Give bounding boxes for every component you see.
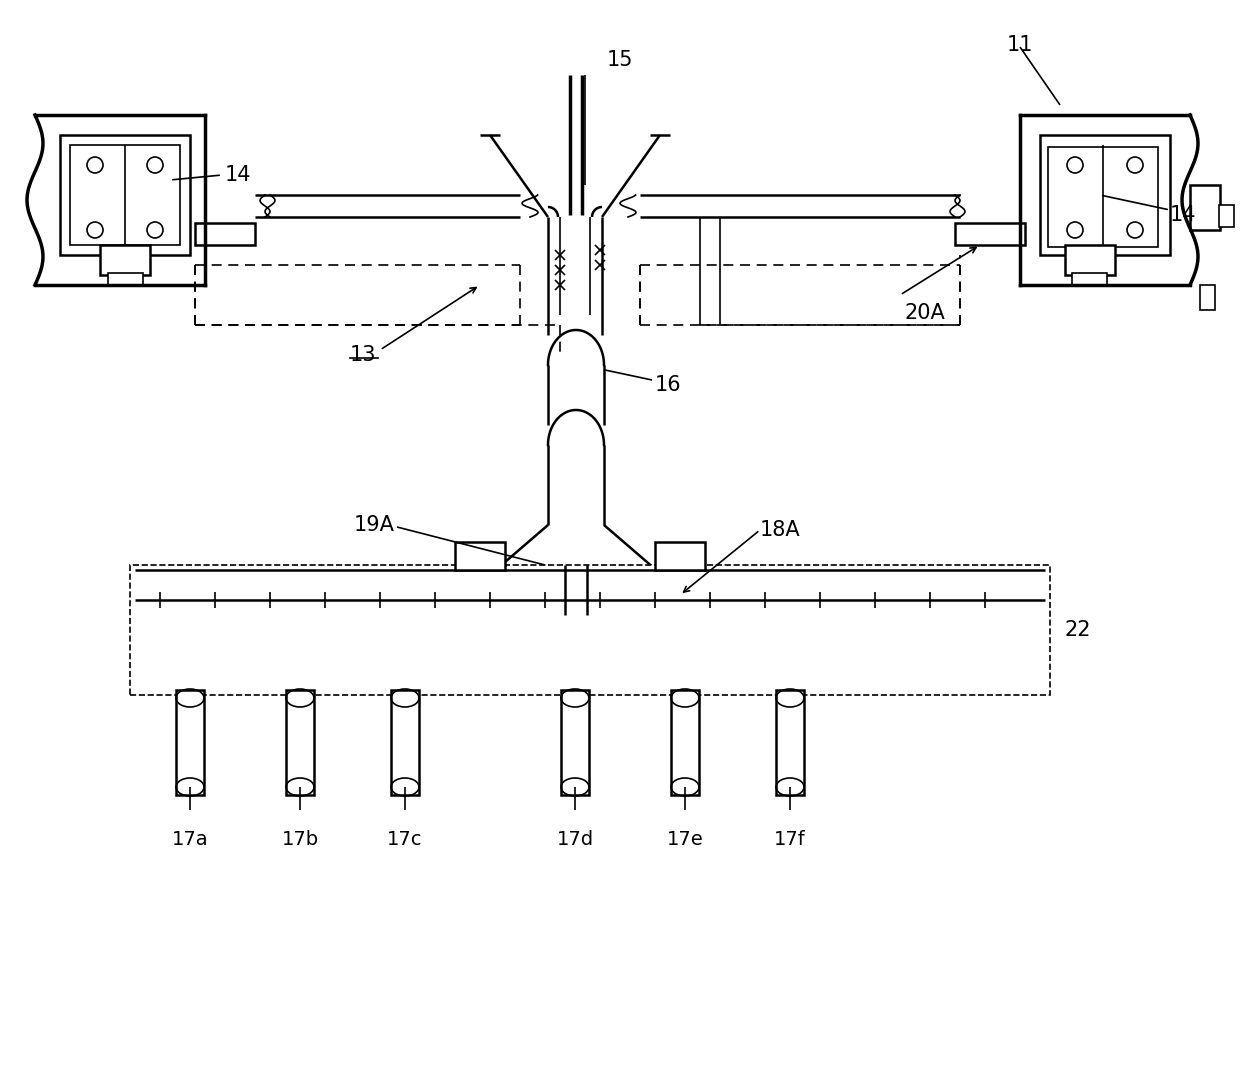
Text: 19A: 19A [355, 515, 396, 535]
Bar [130, 565, 1050, 695]
Text: 22: 22 [1065, 620, 1091, 640]
FancyBboxPatch shape [655, 542, 706, 570]
Text: 16: 16 [655, 375, 682, 395]
FancyBboxPatch shape [1040, 135, 1171, 255]
FancyBboxPatch shape [455, 542, 505, 570]
FancyBboxPatch shape [1048, 146, 1158, 247]
Text: 17b: 17b [281, 830, 319, 848]
Text: 14: 14 [224, 165, 252, 186]
Text: 14: 14 [1171, 205, 1197, 225]
FancyBboxPatch shape [391, 690, 419, 795]
Text: 18A: 18A [760, 520, 801, 540]
Text: 17d: 17d [557, 830, 594, 848]
FancyBboxPatch shape [1219, 205, 1234, 227]
FancyBboxPatch shape [286, 690, 314, 795]
Text: 13: 13 [350, 345, 377, 365]
FancyBboxPatch shape [1200, 285, 1215, 310]
FancyBboxPatch shape [671, 690, 699, 795]
Text: 11: 11 [1007, 35, 1033, 55]
FancyBboxPatch shape [69, 145, 180, 245]
Text: 20A: 20A [905, 303, 946, 323]
FancyBboxPatch shape [955, 224, 1025, 245]
FancyBboxPatch shape [108, 273, 143, 285]
FancyBboxPatch shape [560, 690, 589, 795]
FancyBboxPatch shape [100, 245, 150, 275]
FancyBboxPatch shape [776, 690, 804, 795]
Text: 17e: 17e [667, 830, 703, 848]
FancyBboxPatch shape [1073, 273, 1107, 285]
FancyBboxPatch shape [1065, 245, 1115, 275]
Text: 15: 15 [606, 50, 634, 71]
Text: 17c: 17c [387, 830, 423, 848]
Text: 17f: 17f [774, 830, 806, 848]
FancyBboxPatch shape [176, 690, 205, 795]
FancyBboxPatch shape [1190, 186, 1220, 230]
Text: 17a: 17a [171, 830, 208, 848]
FancyBboxPatch shape [60, 135, 190, 255]
FancyBboxPatch shape [195, 224, 255, 245]
